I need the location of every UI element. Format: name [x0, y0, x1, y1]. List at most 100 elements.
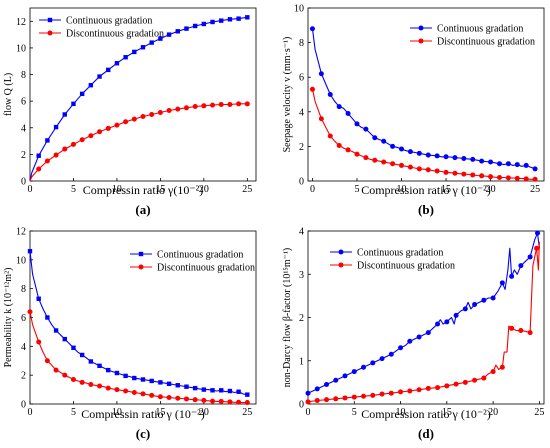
data-point — [201, 103, 207, 109]
plot-frame — [307, 7, 545, 182]
chart-panel-d: 0 5 10 15 20 25 0 1 2 3 4 Compression ratio γ (10⁻²… — [282, 227, 545, 441]
data-point — [372, 135, 378, 141]
data-point — [166, 107, 172, 113]
data-point — [472, 377, 478, 383]
legend-label: Continuous gradation — [437, 24, 523, 35]
data-point — [345, 147, 351, 153]
data-point — [453, 381, 459, 387]
y-tick-label: 8 — [299, 38, 304, 49]
data-point — [157, 394, 163, 400]
data-point — [452, 155, 458, 161]
data-point — [88, 359, 94, 364]
data-point — [218, 101, 224, 107]
data-point — [88, 82, 94, 88]
data-point — [131, 116, 137, 122]
data-point — [97, 383, 103, 389]
data-point — [227, 17, 233, 22]
panel-label: (b) — [418, 202, 434, 217]
data-point — [527, 254, 533, 260]
panel-label: (d) — [418, 426, 434, 441]
legend-marker — [338, 262, 344, 268]
data-point — [398, 345, 404, 351]
data-point — [36, 153, 41, 158]
data-point — [407, 164, 413, 170]
data-point — [354, 151, 360, 157]
y-tick-label: 10 — [294, 4, 304, 15]
x-tick-label: 25 — [242, 184, 252, 195]
data-point — [523, 176, 529, 182]
data-point — [192, 23, 198, 29]
data-point — [327, 92, 333, 97]
data-point — [158, 36, 163, 41]
data-point — [416, 150, 422, 156]
x-tick-label: 10 — [397, 184, 407, 195]
data-point — [496, 175, 502, 181]
data-point — [88, 133, 94, 139]
data-point — [175, 383, 180, 388]
legend-label: Discontinuous gradation — [437, 37, 535, 48]
data-point — [106, 67, 111, 73]
data-point — [71, 101, 76, 107]
data-point — [114, 387, 120, 393]
data-point — [62, 372, 68, 378]
data-point — [314, 398, 320, 404]
data-point — [192, 103, 198, 109]
data-point — [381, 138, 387, 144]
data-point — [470, 156, 476, 162]
data-point — [245, 15, 250, 20]
data-point — [201, 21, 207, 27]
data-point — [114, 370, 120, 376]
data-point — [123, 119, 129, 125]
data-point — [201, 387, 207, 392]
data-point — [361, 364, 367, 370]
x-tick-label: 20 — [199, 407, 209, 418]
x-tick-label: 5 — [354, 184, 359, 195]
y-tick-label: 10 — [16, 43, 26, 54]
legend-marker — [47, 17, 53, 23]
data-point — [183, 396, 189, 402]
data-point — [527, 330, 533, 336]
data-point — [444, 319, 450, 325]
data-point — [499, 364, 505, 370]
data-point — [192, 397, 198, 403]
data-point — [379, 391, 385, 397]
data-point — [505, 161, 511, 167]
legend-marker — [418, 38, 424, 44]
data-point — [219, 18, 224, 23]
x-tick-label: 20 — [488, 407, 498, 418]
data-point — [36, 296, 41, 301]
data-point — [236, 399, 242, 405]
data-point — [425, 152, 431, 158]
legend-marker — [418, 25, 424, 31]
data-point — [351, 394, 357, 400]
data-point — [514, 162, 520, 168]
data-point — [236, 101, 242, 107]
series-discontinuous — [29, 101, 250, 182]
data-point — [210, 19, 215, 25]
data-point — [327, 133, 333, 139]
series-line — [311, 89, 536, 180]
legend-label: Discontinuous gradation — [157, 263, 255, 274]
data-point — [53, 367, 59, 373]
data-point — [479, 158, 485, 164]
y-tick-label: 4 — [299, 107, 304, 118]
x-tick-label: 25 — [242, 407, 252, 418]
data-point — [175, 106, 181, 112]
data-point — [132, 375, 137, 381]
data-point — [443, 154, 449, 160]
legend: Continuous gradation Discontinuous gradat… — [39, 16, 164, 40]
data-point — [27, 248, 33, 254]
data-point — [407, 338, 413, 344]
x-tick-label: 20 — [486, 184, 496, 195]
data-point — [53, 328, 59, 333]
data-point — [390, 143, 396, 149]
data-point — [370, 392, 376, 398]
data-point — [123, 373, 128, 379]
x-tick-label: 5 — [352, 407, 357, 418]
y-axis-title: Seepage velocity v (mm·s⁻¹) — [282, 37, 293, 153]
data-point — [62, 112, 67, 117]
data-point — [324, 397, 330, 403]
data-point — [345, 111, 351, 117]
data-point — [175, 395, 181, 401]
